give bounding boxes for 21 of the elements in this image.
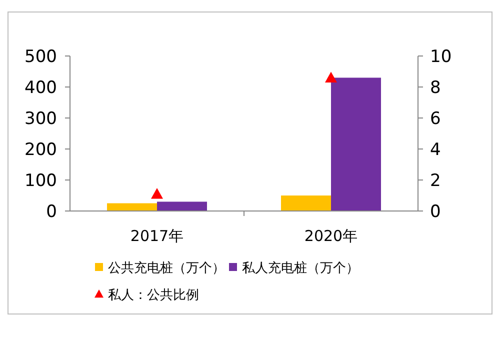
y2-tick-label: 6 [430,109,441,129]
y2-tick-label: 8 [430,78,441,98]
y-tick-label: 200 [24,140,57,160]
y-tick-label: 0 [46,202,57,222]
legend-label: 私人：公共比例 [108,288,199,303]
y-tick-label: 300 [24,109,57,129]
y2-tick-label: 10 [430,47,452,67]
legend-label: 私人充电桩（万个） [242,261,359,276]
y-tick-label: 100 [24,171,57,191]
y-tick-label: 400 [24,78,57,98]
legend-label: 公共充电桩（万个） [108,261,225,276]
x-tick-label: 2020年 [304,227,358,245]
bar [331,78,381,211]
y2-tick-label: 4 [430,140,441,160]
x-tick-label: 2017年 [130,227,184,245]
y2-tick-label: 2 [430,171,441,191]
bar [157,202,207,211]
y2-tick-label: 0 [430,202,441,222]
bar [281,196,331,211]
bar [107,203,157,211]
y-tick-label: 500 [24,47,57,67]
